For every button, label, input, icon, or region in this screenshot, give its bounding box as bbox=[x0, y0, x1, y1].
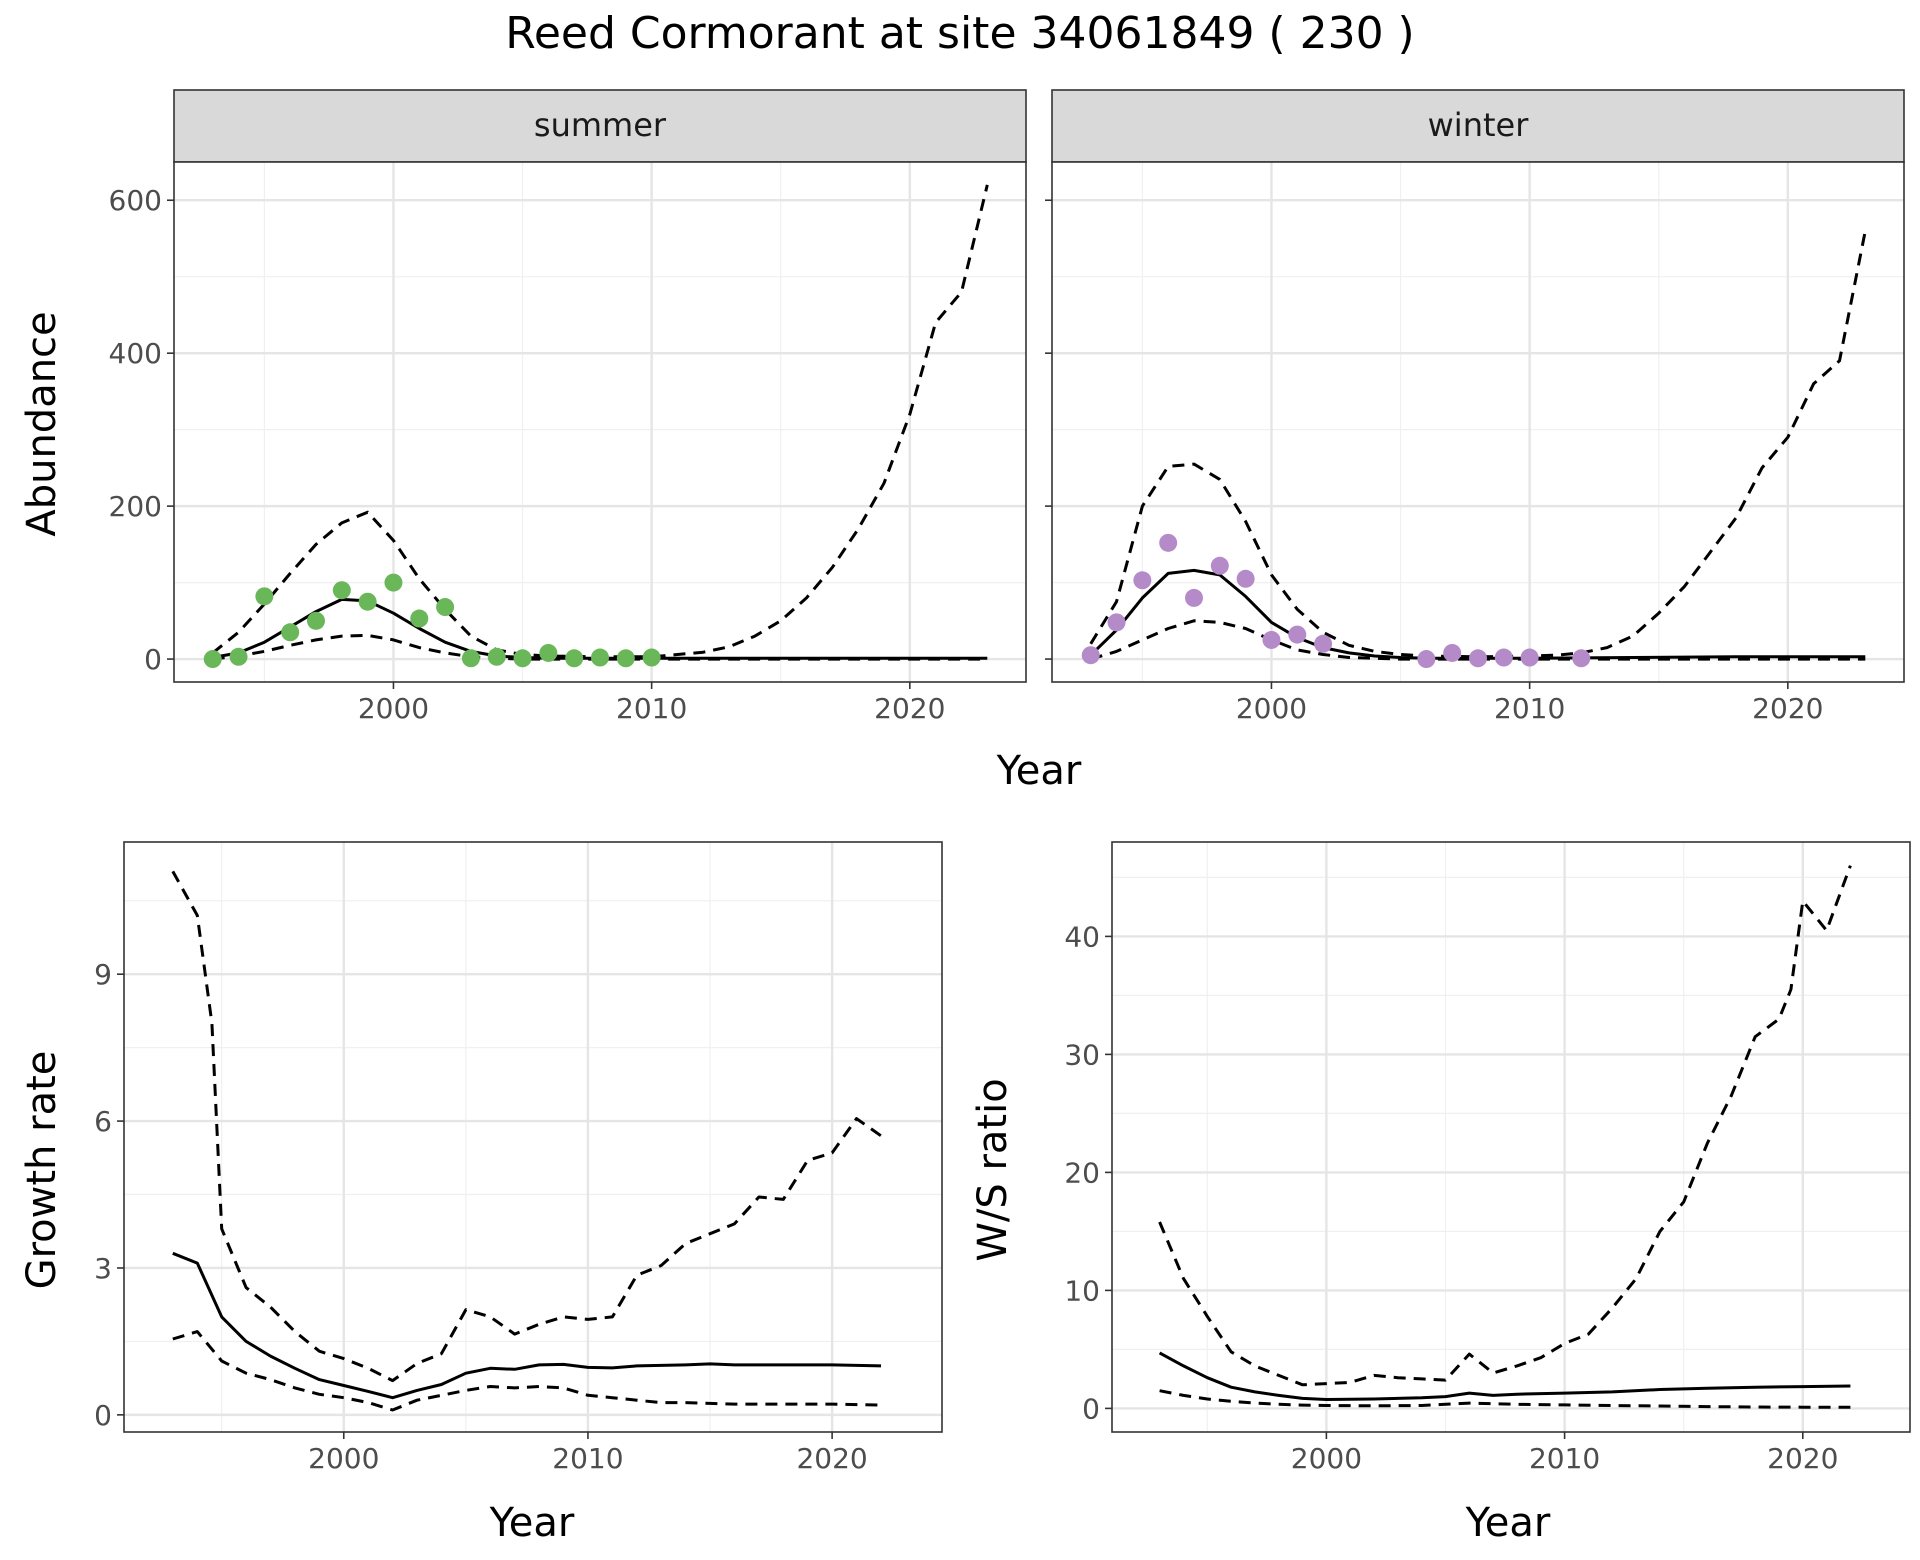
x-tick-label: 2000 bbox=[1291, 1442, 1362, 1475]
plot-background bbox=[174, 162, 1026, 682]
data-point bbox=[281, 623, 300, 642]
data-point bbox=[565, 649, 584, 668]
data-point bbox=[255, 587, 274, 606]
plot-background bbox=[1112, 842, 1910, 1432]
panel-border bbox=[1111, 841, 1911, 1433]
x-tick-label: 2000 bbox=[308, 1442, 379, 1475]
y-tick-label: 0 bbox=[94, 1399, 112, 1432]
data-layer bbox=[203, 184, 989, 669]
y-tick-label: 30 bbox=[1064, 1038, 1100, 1071]
data-point bbox=[203, 650, 222, 669]
y-axis-title: Growth rate bbox=[19, 1051, 65, 1290]
data-point bbox=[1210, 556, 1229, 575]
series-line-mean bbox=[1158, 1351, 1851, 1401]
data-point bbox=[1443, 643, 1462, 662]
data-point bbox=[642, 648, 661, 667]
data-point bbox=[1159, 533, 1178, 552]
series-line-mean bbox=[172, 1251, 882, 1400]
abundance-summer-panel: summer Abundance 2000 2010 2020 0 200 400 600 bbox=[19, 89, 1027, 725]
data-point bbox=[1107, 613, 1126, 632]
x-tick-label: 2020 bbox=[1767, 1442, 1838, 1475]
x-axis-title: Year bbox=[1465, 1500, 1551, 1546]
data-layer bbox=[1081, 230, 1867, 669]
data-point bbox=[1081, 646, 1100, 665]
x-axis-title: Year bbox=[489, 1500, 575, 1546]
data-point bbox=[1417, 650, 1436, 669]
y-tick-label: 40 bbox=[1064, 920, 1100, 953]
y-tick-label: 6 bbox=[94, 1105, 112, 1138]
data-point bbox=[1314, 634, 1333, 653]
series-line-lower bbox=[1159, 1389, 1851, 1409]
y-tick-label: 0 bbox=[144, 643, 162, 676]
series-line-upper bbox=[171, 870, 882, 1383]
y-tick-label: 3 bbox=[94, 1252, 112, 1285]
data-point bbox=[461, 649, 480, 668]
y-axis-title: Abundance bbox=[19, 311, 65, 536]
panel-border bbox=[1051, 161, 1905, 683]
data-point bbox=[358, 592, 377, 611]
data-point bbox=[1236, 569, 1255, 588]
data-point bbox=[1494, 648, 1513, 667]
abundance-winter-panel: winter 2000 2010 2020 bbox=[1045, 89, 1905, 725]
data-point bbox=[1520, 648, 1539, 667]
strip-winter bbox=[1051, 89, 1905, 163]
plot-background bbox=[124, 842, 942, 1432]
x-tick-label: 2020 bbox=[796, 1442, 867, 1475]
ws-ratio-panel: W/S ratio Year 2000 2010 2020 0 10 20 30 40 bbox=[970, 841, 1911, 1546]
strip-summer bbox=[173, 89, 1027, 163]
data-point bbox=[1469, 649, 1487, 668]
x-tick-label: 2000 bbox=[358, 692, 429, 725]
y-tick-label: 0 bbox=[1082, 1392, 1100, 1425]
series-line-lower bbox=[172, 1330, 882, 1412]
panel-border bbox=[123, 841, 943, 1433]
data-point bbox=[1262, 630, 1281, 649]
data-point bbox=[513, 649, 532, 668]
y-tick-label: 9 bbox=[94, 958, 112, 991]
x-tick-label: 2010 bbox=[552, 1442, 623, 1475]
x-axis-title: Year bbox=[996, 748, 1082, 794]
x-tick-label: 2020 bbox=[874, 692, 945, 725]
y-tick-label: 20 bbox=[1064, 1156, 1100, 1189]
x-tick-label: 2010 bbox=[1529, 1442, 1600, 1475]
strip-label-summer: summer bbox=[534, 106, 667, 144]
data-point bbox=[384, 573, 403, 592]
y-tick-label: 10 bbox=[1064, 1274, 1100, 1307]
y-tick-label: 200 bbox=[109, 490, 162, 523]
strip-label-winter: winter bbox=[1428, 106, 1530, 144]
series-line-upper bbox=[1158, 865, 1852, 1387]
data-layer bbox=[1158, 865, 1852, 1409]
x-tick-label: 2020 bbox=[1752, 692, 1823, 725]
y-tick-label: 600 bbox=[109, 184, 162, 217]
plot-background bbox=[1052, 162, 1904, 682]
data-point bbox=[616, 649, 635, 668]
data-point bbox=[410, 609, 429, 628]
figure-title: Reed Cormorant at site 34061849 ( 230 ) bbox=[505, 8, 1414, 59]
data-point bbox=[487, 647, 506, 666]
data-point bbox=[1572, 649, 1591, 668]
y-axis-title: W/S ratio bbox=[970, 1078, 1016, 1261]
data-point bbox=[307, 611, 325, 630]
data-point bbox=[591, 648, 609, 667]
panel-border bbox=[173, 161, 1027, 683]
growth-rate-panel: Growth rate Year 2000 2010 2020 0 3 6 9 bbox=[19, 841, 943, 1546]
data-point bbox=[539, 643, 558, 662]
data-point bbox=[1185, 588, 1203, 607]
data-point bbox=[1288, 625, 1307, 644]
data-point bbox=[229, 647, 248, 666]
y-tick-label: 400 bbox=[109, 337, 162, 370]
x-tick-label: 2000 bbox=[1236, 692, 1307, 725]
x-tick-label: 2010 bbox=[1494, 692, 1565, 725]
data-point bbox=[1133, 571, 1152, 590]
data-layer bbox=[171, 870, 882, 1412]
series-line-upper bbox=[1089, 230, 1867, 659]
data-point bbox=[436, 598, 455, 617]
data-point bbox=[332, 581, 351, 600]
x-tick-label: 2010 bbox=[616, 692, 687, 725]
